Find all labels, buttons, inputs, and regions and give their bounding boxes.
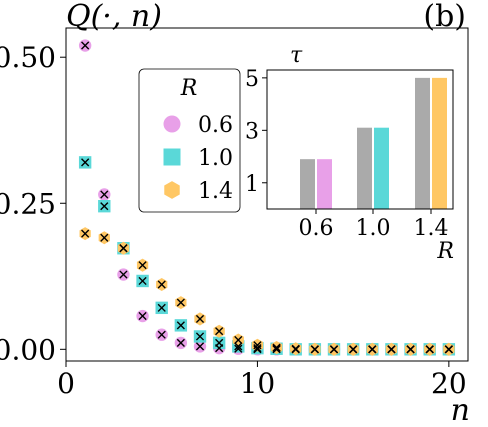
legend-marker-R0.6: [163, 115, 181, 133]
inset-title: τ: [290, 43, 303, 68]
exact-value-marker-R1.4: [387, 345, 396, 354]
exact-value-marker-R0.6: [234, 344, 243, 353]
main-data-points: [78, 39, 456, 356]
exact-value-marker-R1.4: [368, 345, 377, 354]
exact-value-marker-R1.0: [81, 158, 90, 167]
exact-value-marker-R1.4: [444, 345, 453, 354]
exact-value-marker-R1.0: [176, 321, 185, 330]
exact-value-marker-R1.4: [215, 327, 224, 336]
exact-value-marker-R1.0: [157, 303, 166, 312]
inset-bars: [300, 77, 447, 210]
inset-y-ticks: 1 3 5: [245, 67, 267, 197]
main-y-ticks: 0.00 0.25 0.50: [0, 41, 66, 366]
exact-value-marker-R0.6: [100, 190, 109, 199]
main-title: Q(·, n): [66, 0, 162, 34]
legend-label-R1.4: 1.4: [198, 179, 233, 204]
exact-value-marker-R1.4: [406, 345, 415, 354]
inset-bar-gray-R0.6: [300, 159, 315, 209]
exact-value-marker-R1.0: [215, 338, 224, 347]
inset-y-tick-label: 5: [245, 67, 259, 92]
exact-value-marker-R1.0: [138, 276, 147, 286]
inset-x-axis-label: R: [436, 239, 454, 264]
exact-value-marker-R1.4: [234, 335, 243, 345]
legend-label-R0.6: 0.6: [198, 113, 233, 138]
exact-value-marker-R1.4: [119, 244, 128, 253]
inset-x-tick-label: 1.0: [356, 216, 391, 241]
exact-value-marker-R0.6: [195, 342, 205, 351]
legend: R 0.6 1.0 1.4: [138, 68, 241, 213]
inset-bar-color-R1.0: [374, 127, 389, 209]
legend-marker-R1.4: [164, 181, 180, 199]
inset-bar-gray-R1.4: [415, 77, 430, 210]
main-plot: 0.00 0.25 0.50 0 10 20 Q(·, n) (b) n: [0, 0, 470, 427]
inset-x-tick-label: 1.4: [414, 216, 449, 241]
exact-value-marker-R1.4: [329, 345, 339, 354]
inset-bar-color-R0.6: [317, 159, 332, 209]
exact-value-marker-R1.0: [234, 342, 243, 351]
exact-value-marker-R1.4: [425, 345, 434, 354]
panel-label: (b): [423, 0, 466, 34]
main-x-tick-label: 10: [240, 367, 276, 400]
exact-value-marker-R1.4: [176, 298, 185, 307]
main-x-axis-label: n: [451, 393, 470, 427]
exact-value-marker-R1.4: [100, 233, 109, 242]
exact-value-marker-R1.4: [253, 341, 262, 350]
main-x-tick-label: 20: [431, 367, 467, 400]
inset-y-tick-label: 3: [245, 119, 259, 144]
exact-value-marker-R1.0: [253, 344, 262, 353]
exact-value-marker-R0.6: [176, 338, 185, 347]
inset-bar-chart: 1 3 5 0.6 1.0 1.4 τ R: [245, 43, 454, 264]
exact-value-marker-R1.4: [272, 343, 281, 352]
inset-y-tick-label: 1: [245, 172, 259, 197]
inset-bar-color-R1.4: [432, 77, 447, 210]
inset-x-tick-label: 0.6: [299, 216, 334, 241]
inset-plot-frame: [266, 69, 454, 210]
legend-marker-R1.0: [163, 148, 181, 166]
exact-value-marker-R0.6: [157, 330, 166, 339]
exact-value-marker-R1.4: [349, 345, 358, 354]
legend-items: 0.6 1.0 1.4: [163, 113, 233, 204]
main-plot-frame: [65, 27, 469, 362]
exact-value-marker-R1.4: [157, 280, 166, 289]
exact-value-marker-R1.4: [291, 344, 300, 353]
main-x-tick-label: 0: [57, 367, 75, 400]
exact-value-marker-R0.6: [138, 311, 147, 321]
inset-x-ticks: 0.6 1.0 1.4: [299, 209, 449, 241]
main-y-tick-label: 0.25: [0, 187, 56, 220]
main-y-tick-label: 0.00: [0, 333, 56, 366]
exact-value-marker-R1.4: [310, 345, 319, 354]
exact-value-marker-R1.4: [138, 261, 147, 270]
exact-value-marker-R0.6: [81, 41, 90, 50]
legend-box: [138, 68, 241, 213]
legend-title: R: [180, 76, 198, 101]
exact-value-marker-R0.6: [119, 270, 128, 279]
exact-value-marker-R1.0: [272, 344, 281, 353]
main-x-ticks: 0 10 20: [57, 361, 467, 400]
exact-value-marker-R1.0: [100, 202, 109, 211]
main-y-tick-label: 0.50: [0, 41, 56, 74]
exact-value-marker-R1.4: [195, 314, 205, 324]
inset-bar-gray-R1.0: [357, 127, 372, 209]
exact-value-marker-R1.0: [195, 332, 205, 341]
exact-value-marker-R1.4: [81, 229, 90, 238]
legend-label-R1.0: 1.0: [198, 146, 233, 171]
